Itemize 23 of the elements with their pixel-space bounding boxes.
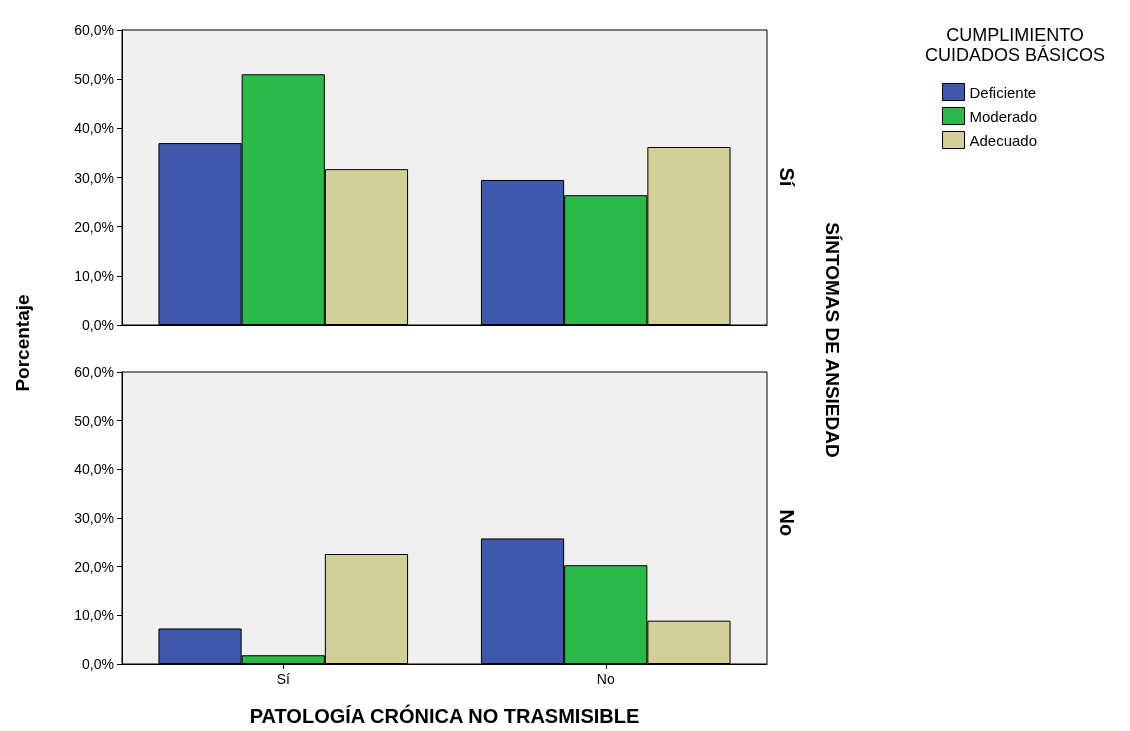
legend-title: CUMPLIMIENTO CUIDADOS BÁSICOS — [924, 25, 1106, 65]
y-tick-label: 60,0% — [74, 364, 114, 380]
y-tick-label: 10,0% — [74, 267, 114, 284]
legend-label: Moderado — [969, 107, 1038, 125]
y-tick-label: 20,0% — [74, 558, 114, 575]
legend-label: Adecuado — [969, 131, 1038, 149]
y2-axis-title: No — [776, 509, 798, 537]
y-tick-label: 0,0% — [82, 317, 114, 333]
y-tick-label: 10,0% — [74, 607, 114, 624]
legend-label: Deficiente — [969, 83, 1037, 101]
y-tick-label: 50,0% — [74, 71, 114, 88]
y-tick-label: 30,0% — [74, 169, 114, 186]
y-tick-label: 0,0% — [82, 656, 114, 672]
y-tick-label: 60,0% — [74, 22, 114, 38]
y-axis-title: Porcentaje — [11, 294, 33, 392]
y-tick-label: 50,0% — [74, 412, 114, 429]
y-tick-label: 40,0% — [74, 461, 114, 478]
x-axis-title: PATOLOGÍA CRÓNICA NO TRASMISIBLE — [249, 704, 640, 727]
y-tick-label: 20,0% — [74, 218, 114, 235]
y-tick-label: 40,0% — [74, 120, 114, 137]
text: SÍNTOMAS DE ANSIEDAD — [821, 222, 843, 458]
y2-axis-title: Sí — [776, 167, 798, 188]
y-tick-label: 30,0% — [74, 510, 114, 526]
